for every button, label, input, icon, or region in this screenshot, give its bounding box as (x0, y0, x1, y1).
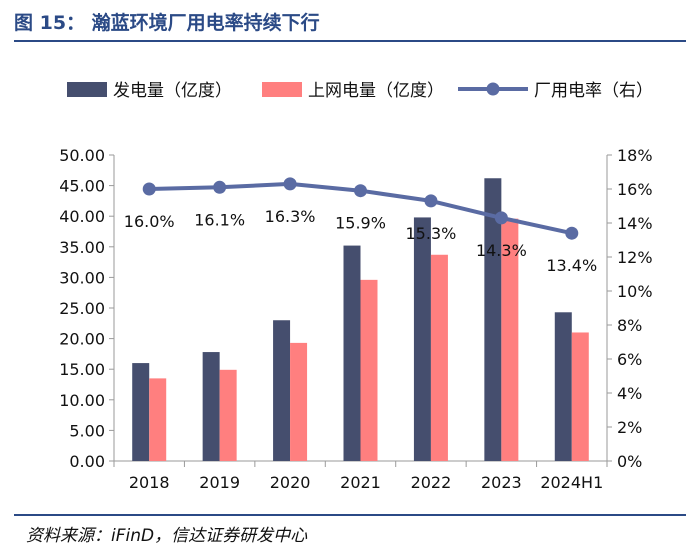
bar-grid-power (430, 254, 448, 461)
y-left-tick-label: 45.00 (59, 177, 105, 196)
bar-generation (202, 352, 220, 461)
bars (132, 178, 589, 462)
line-series: 16.0% 16.1% 16.3% 15.9% 15.3% 14.3% 13.4% (124, 177, 597, 275)
legend-swatch-dot (486, 82, 500, 96)
y-left-tick-label: 20.00 (59, 330, 105, 349)
legend-label-plant-use-rate: 厂用电率（右） (534, 81, 653, 101)
y-left-tick-label: 35.00 (59, 238, 105, 257)
x-tick-label: 2019 (199, 473, 240, 492)
line-point (354, 184, 367, 198)
line-point (494, 211, 508, 225)
x-tick-label: 2024H1 (540, 473, 603, 492)
line-data-label: 15.9% (335, 214, 386, 233)
y-right-tick-label: 6% (617, 350, 642, 369)
bar-generation (343, 245, 361, 461)
bar-grid-power (571, 332, 589, 461)
x-tick-label: 2023 (481, 473, 522, 492)
line-point (424, 194, 438, 208)
bar-grid-power (219, 369, 237, 461)
line-data-label: 16.1% (194, 210, 245, 229)
y-right-tick-label: 16% (617, 180, 653, 199)
source-note: 资料来源：iFinD，信达证券研发中心 (26, 526, 308, 546)
y-left-tick-label: 50.00 (59, 146, 105, 165)
legend-swatch-generation (67, 82, 107, 97)
bar-generation (413, 217, 431, 461)
x-tick-label: 2022 (411, 473, 452, 492)
x-tick-label: 2020 (270, 473, 311, 492)
y-right-tick-label: 2% (617, 418, 642, 437)
y-right-tick-label: 10% (617, 282, 653, 301)
line-data-label: 13.4% (546, 256, 597, 275)
y-left-tick-label: 15.00 (59, 360, 105, 379)
bar-grid-power (501, 218, 519, 461)
line-data-label: 16.3% (265, 207, 316, 226)
line-point (142, 182, 156, 196)
line-point (565, 226, 579, 240)
y-right-tick-label: 4% (617, 384, 642, 403)
y-right-tick-label: 8% (617, 316, 642, 335)
bar-grid-power (149, 378, 167, 461)
legend: 发电量（亿度） 上网电量（亿度） 厂用电率（右） (67, 81, 653, 101)
source-rule (14, 514, 686, 516)
y-left-tick-label: 0.00 (69, 452, 105, 471)
y-left-tick-label: 5.00 (69, 421, 105, 440)
y-left-tick-label: 30.00 (59, 268, 105, 287)
bar-grid-power (360, 279, 378, 461)
legend-label-grid-power: 上网电量（亿度） (308, 81, 444, 101)
title-rule (14, 40, 686, 42)
y-left-tick-label: 25.00 (59, 299, 105, 318)
y-right-tick-label: 18% (617, 146, 653, 165)
line-data-label: 15.3% (406, 224, 457, 243)
x-tick-label: 2018 (129, 473, 170, 492)
line-data-label: 14.3% (476, 241, 527, 260)
axes: 0.00 5.00 10.00 15.00 20.00 25.00 30.00 35.00 40… (59, 146, 652, 492)
x-tick-label: 2021 (340, 473, 381, 492)
legend-label-generation: 发电量（亿度） (113, 81, 232, 101)
y-right-tick-label: 0% (617, 452, 642, 471)
line-point (283, 177, 297, 191)
bar-generation (273, 320, 291, 461)
figure-title: 图 15： 瀚蓝环境厂用电率持续下行 (14, 12, 320, 34)
bar-generation (484, 178, 502, 462)
y-left-tick-label: 40.00 (59, 207, 105, 226)
bar-grid-power (290, 342, 308, 461)
bar-generation (554, 312, 572, 461)
y-left-tick-label: 10.00 (59, 391, 105, 410)
line-point (213, 180, 227, 194)
y-right-tick-label: 12% (617, 248, 653, 267)
y-right-tick-label: 14% (617, 214, 653, 233)
legend-swatch-grid-power (262, 82, 302, 97)
bar-generation (132, 363, 150, 461)
line-data-label: 16.0% (124, 212, 175, 231)
